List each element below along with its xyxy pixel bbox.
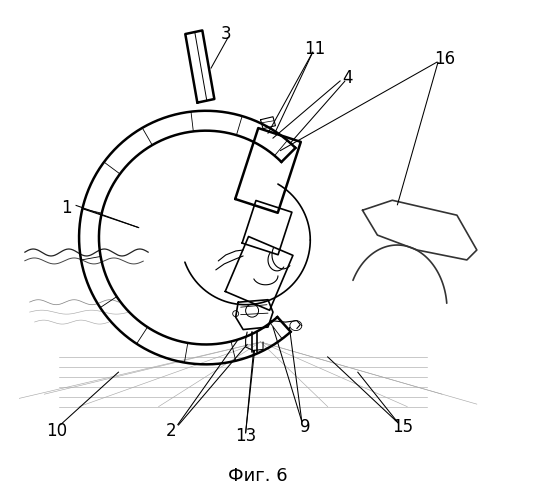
Text: 15: 15	[392, 418, 413, 436]
Text: 10: 10	[46, 422, 67, 440]
Text: 1: 1	[61, 198, 72, 216]
Text: 16: 16	[434, 50, 455, 68]
Text: 2: 2	[166, 422, 176, 440]
Text: 13: 13	[235, 428, 256, 446]
Text: 4: 4	[343, 70, 353, 87]
Text: 9: 9	[300, 418, 310, 436]
Text: Фиг. 6: Фиг. 6	[228, 467, 288, 485]
Text: 3: 3	[220, 24, 231, 42]
Text: 11: 11	[304, 40, 326, 58]
